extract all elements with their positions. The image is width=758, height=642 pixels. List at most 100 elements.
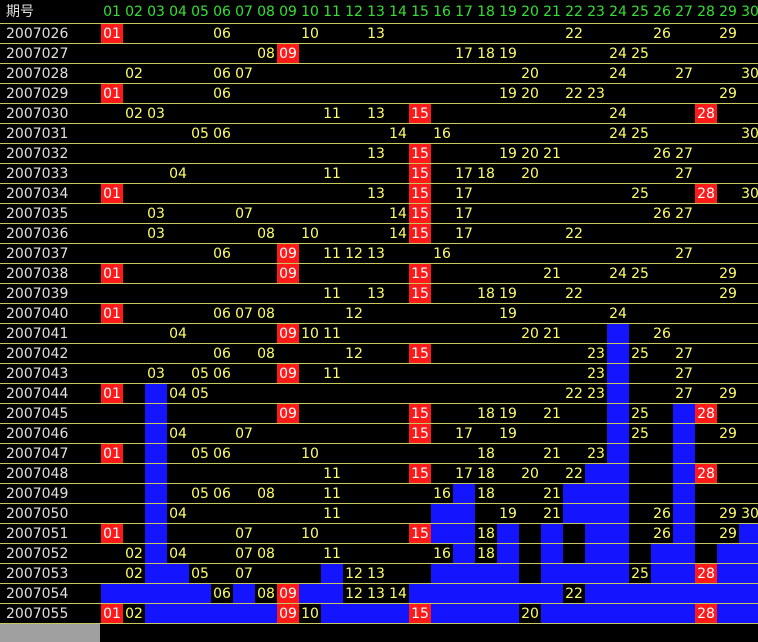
drawn-number: 20 [521, 66, 539, 82]
drawn-number: 02 [125, 546, 143, 562]
drawn-number: 22 [565, 286, 583, 302]
scrollbar[interactable] [0, 624, 758, 642]
drawn-number: 05 [191, 486, 209, 502]
missing-cell [233, 604, 255, 624]
drawn-number: 06 [213, 246, 231, 262]
missing-cell [629, 584, 651, 604]
drawn-number: 08 [257, 586, 275, 602]
missing-cell [673, 404, 695, 424]
drawn-number: 18 [477, 466, 495, 482]
drawn-number: 10 [301, 326, 319, 342]
missing-cell [453, 584, 475, 604]
missing-cell [739, 564, 758, 584]
row-separator [0, 163, 758, 164]
missing-cell [431, 504, 453, 524]
drawn-number: 19 [499, 406, 517, 422]
missing-cell [607, 444, 629, 464]
missing-cell [145, 444, 167, 464]
missing-cell [453, 524, 475, 544]
drawn-number: 18 [477, 486, 495, 502]
missing-cell [255, 604, 277, 624]
highlight-number: 01 [101, 304, 123, 324]
row-separator [0, 103, 758, 104]
row-separator [0, 83, 758, 84]
missing-cell [717, 564, 739, 584]
scroll-thumb[interactable] [0, 624, 100, 642]
header-column: 30 [741, 4, 758, 20]
missing-cell [673, 604, 695, 624]
drawn-number: 26 [653, 26, 671, 42]
highlight-number: 28 [695, 184, 717, 204]
header-column: 23 [587, 4, 605, 20]
highlight-number: 01 [101, 604, 123, 624]
row-separator [0, 303, 758, 304]
drawn-number: 07 [235, 526, 253, 542]
highlight-number: 15 [409, 204, 431, 224]
drawn-number: 20 [521, 466, 539, 482]
missing-cell [585, 504, 607, 524]
period: 2007030 [6, 106, 69, 122]
drawn-number: 04 [169, 426, 187, 442]
drawn-number: 25 [631, 186, 649, 202]
header-column: 28 [697, 4, 715, 20]
period: 2007047 [6, 446, 69, 462]
drawn-number: 20 [521, 146, 539, 162]
missing-cell [563, 564, 585, 584]
missing-cell [453, 504, 475, 524]
missing-cell [585, 484, 607, 504]
missing-cell [673, 504, 695, 524]
drawn-number: 24 [609, 46, 627, 62]
drawn-number: 06 [213, 126, 231, 142]
highlight-number: 15 [409, 184, 431, 204]
drawn-number: 29 [719, 506, 737, 522]
row-separator [0, 523, 758, 524]
missing-cell [651, 564, 673, 584]
drawn-number: 20 [521, 606, 539, 622]
drawn-number: 21 [543, 446, 561, 462]
drawn-number: 06 [213, 86, 231, 102]
drawn-number: 13 [367, 566, 385, 582]
missing-cell [167, 564, 189, 584]
drawn-number: 18 [477, 546, 495, 562]
drawn-number: 08 [257, 46, 275, 62]
drawn-number: 02 [125, 606, 143, 622]
drawn-number: 25 [631, 266, 649, 282]
header-column: 01 [103, 4, 121, 20]
missing-cell [541, 524, 563, 544]
missing-cell [123, 584, 145, 604]
drawn-number: 29 [719, 286, 737, 302]
period: 2007050 [6, 506, 69, 522]
missing-cell [475, 584, 497, 604]
drawn-number: 26 [653, 146, 671, 162]
period: 2007048 [6, 466, 69, 482]
drawn-number: 25 [631, 406, 649, 422]
missing-cell [453, 604, 475, 624]
period: 2007041 [6, 326, 69, 342]
drawn-number: 14 [389, 586, 407, 602]
drawn-number: 17 [455, 186, 473, 202]
header-column: 22 [565, 4, 583, 20]
missing-cell [211, 604, 233, 624]
drawn-number: 08 [257, 306, 275, 322]
row-separator [0, 263, 758, 264]
drawn-number: 27 [675, 346, 693, 362]
missing-cell [233, 584, 255, 604]
row-separator [0, 603, 758, 604]
missing-cell [673, 444, 695, 464]
drawn-number: 06 [213, 446, 231, 462]
period: 2007046 [6, 426, 69, 442]
drawn-number: 26 [653, 206, 671, 222]
highlight-number: 01 [101, 264, 123, 284]
drawn-number: 13 [367, 26, 385, 42]
drawn-number: 18 [477, 286, 495, 302]
drawn-number: 26 [653, 506, 671, 522]
missing-cell [651, 604, 673, 624]
row-separator [0, 403, 758, 404]
highlight-number: 15 [409, 424, 431, 444]
highlight-number: 09 [277, 604, 299, 624]
drawn-number: 27 [675, 66, 693, 82]
missing-cell [145, 404, 167, 424]
drawn-number: 04 [169, 506, 187, 522]
drawn-number: 02 [125, 66, 143, 82]
period: 2007036 [6, 226, 69, 242]
